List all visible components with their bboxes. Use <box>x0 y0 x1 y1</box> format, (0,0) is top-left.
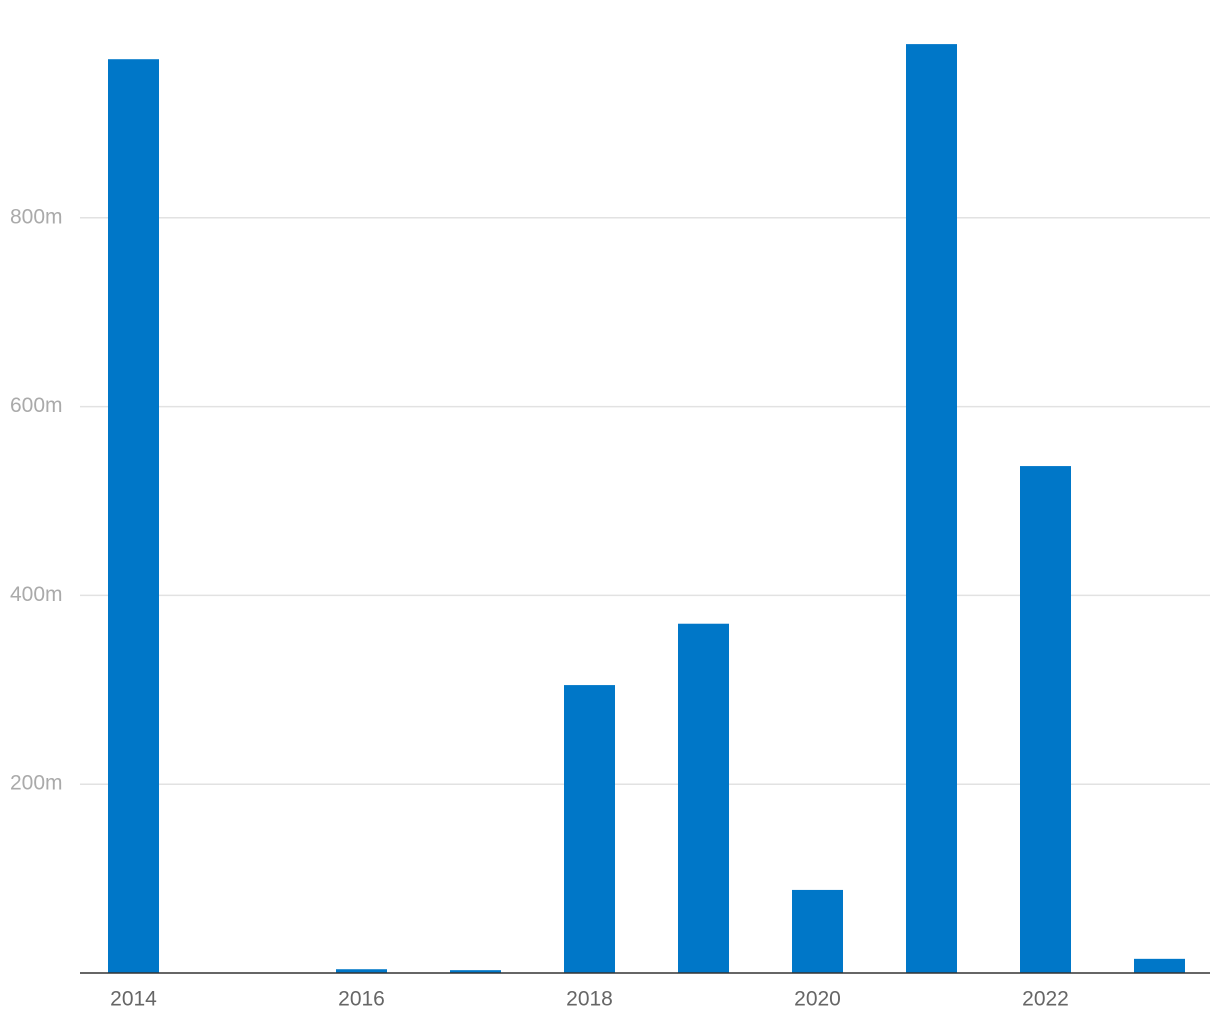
y-tick-label: 600m <box>10 394 63 417</box>
x-tick-label: 2022 <box>1022 988 1069 1011</box>
bar <box>906 44 957 973</box>
bar <box>1020 466 1071 973</box>
bar <box>336 969 387 973</box>
bar <box>678 623 729 973</box>
y-tick-label: 200m <box>10 772 63 795</box>
x-tick-label: 2014 <box>110 988 157 1011</box>
y-tick-label: 800m <box>10 205 63 228</box>
bar <box>792 889 843 973</box>
x-tick-label: 2016 <box>338 988 385 1011</box>
bar <box>1134 958 1185 973</box>
bar <box>450 970 501 973</box>
y-tick-label: 400m <box>10 583 63 606</box>
x-tick-label: 2020 <box>794 988 841 1011</box>
bar <box>108 59 159 973</box>
x-tick-label: 2018 <box>566 988 613 1011</box>
bar <box>564 685 615 973</box>
